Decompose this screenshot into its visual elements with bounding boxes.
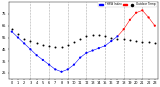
Point bbox=[42, 44, 44, 45]
Point bbox=[35, 55, 38, 56]
Point bbox=[17, 33, 19, 35]
Point bbox=[110, 37, 112, 38]
Point bbox=[129, 39, 131, 41]
Point bbox=[54, 69, 57, 70]
Point bbox=[85, 52, 88, 54]
Point bbox=[104, 36, 106, 37]
Point bbox=[60, 71, 63, 72]
Point bbox=[110, 40, 112, 42]
Point bbox=[122, 29, 125, 30]
Point bbox=[17, 37, 19, 38]
Point bbox=[54, 46, 57, 48]
Point bbox=[79, 38, 81, 39]
Point bbox=[29, 40, 32, 42]
Point bbox=[122, 38, 125, 39]
Point bbox=[98, 47, 100, 49]
Point bbox=[42, 59, 44, 61]
Legend: THSW Index, , Outdoor Temp: THSW Index, , Outdoor Temp bbox=[98, 2, 156, 7]
Point bbox=[147, 17, 150, 18]
Point bbox=[73, 64, 75, 65]
Point bbox=[141, 41, 144, 43]
Point bbox=[11, 29, 13, 30]
Point bbox=[135, 12, 137, 13]
Point bbox=[154, 43, 156, 44]
Point bbox=[129, 19, 131, 21]
Point bbox=[48, 45, 50, 46]
Point bbox=[91, 34, 94, 36]
Point bbox=[116, 36, 119, 37]
Point bbox=[116, 38, 119, 39]
Point bbox=[141, 10, 144, 11]
Point bbox=[23, 38, 25, 39]
Point bbox=[135, 40, 137, 42]
Point bbox=[66, 69, 69, 70]
Point bbox=[48, 64, 50, 65]
Point bbox=[60, 46, 63, 48]
Point bbox=[29, 49, 32, 50]
Point bbox=[23, 43, 25, 44]
Point bbox=[79, 57, 81, 58]
Point bbox=[66, 44, 69, 45]
Point bbox=[154, 25, 156, 26]
Point bbox=[11, 31, 13, 32]
Point bbox=[98, 34, 100, 36]
Point bbox=[35, 43, 38, 44]
Point bbox=[73, 41, 75, 43]
Point bbox=[85, 36, 88, 37]
Point bbox=[104, 45, 106, 46]
Point bbox=[147, 41, 150, 43]
Point bbox=[91, 50, 94, 51]
